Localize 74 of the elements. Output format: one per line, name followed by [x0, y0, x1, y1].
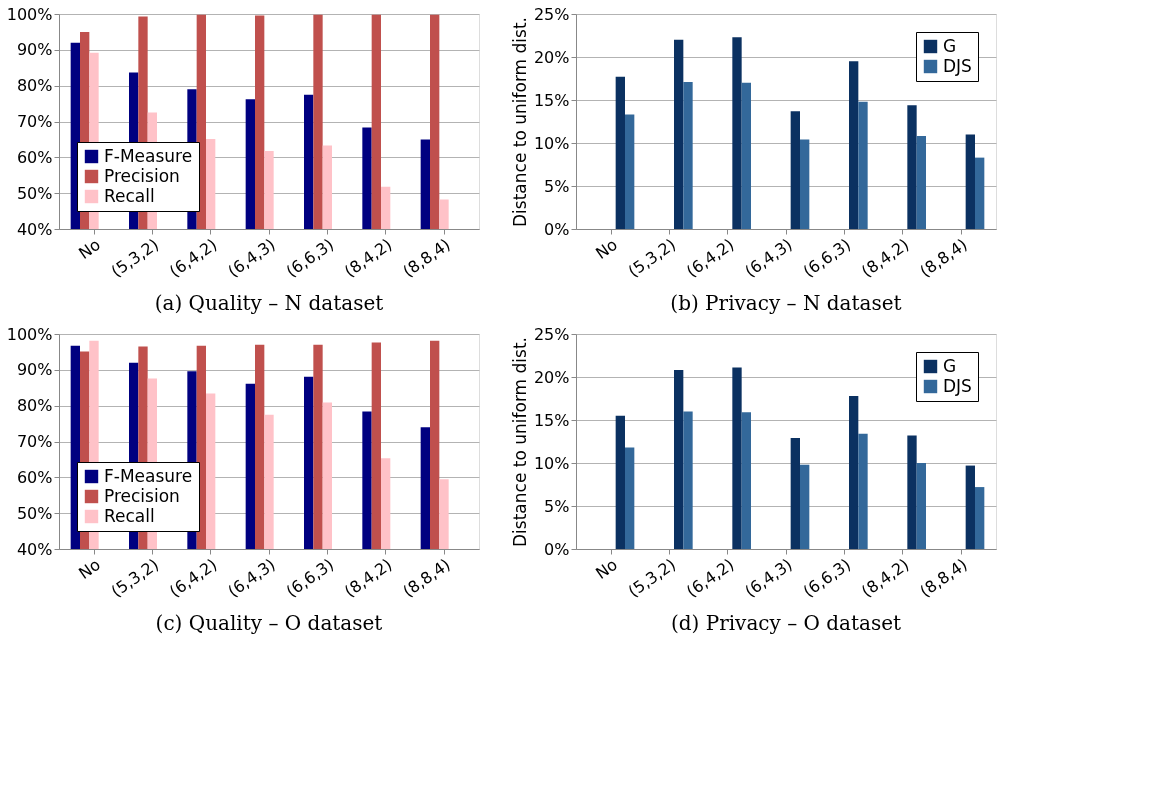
legend-label: F-Measure: [104, 465, 193, 486]
legend-label: Precision: [104, 485, 180, 506]
y-tick-label: 60%: [16, 467, 53, 487]
y-tick-label: 10%: [533, 453, 570, 473]
x-tick-label: No: [75, 234, 104, 263]
legend-label: Precision: [104, 165, 180, 186]
y-tick-label: 0%: [544, 539, 570, 559]
x-tick-label: No: [75, 554, 104, 583]
y-tick-label: 0%: [544, 219, 570, 239]
y-tick-label: 25%: [533, 324, 570, 344]
y-tick-label: 15%: [533, 90, 570, 110]
y-tick-label: 90%: [16, 40, 53, 60]
bar: [975, 487, 985, 549]
y-tick-label: 5%: [544, 176, 570, 196]
y-tick-label: 80%: [16, 396, 53, 416]
y-tick-label: 100%: [6, 324, 53, 344]
y-tick-label: 5%: [544, 496, 570, 516]
y-tick-label: 60%: [16, 147, 53, 167]
bar: [858, 101, 868, 229]
bar: [858, 433, 868, 549]
bar: [683, 81, 693, 229]
bar: [916, 463, 926, 549]
legend-label: Recall: [104, 185, 155, 206]
bar: [849, 61, 859, 229]
text: (b) Privacy – N dataset: [670, 290, 902, 315]
x-tick-label: No: [592, 234, 621, 263]
y-tick-label: 100%: [6, 4, 53, 24]
y-tick-label: 50%: [16, 183, 53, 203]
bar: [625, 447, 635, 549]
bar: [732, 367, 742, 549]
bar: [916, 136, 926, 229]
y-tick-label: 40%: [16, 539, 53, 559]
bar: [741, 412, 751, 549]
legend-label: G: [943, 35, 957, 56]
legend-label: G: [943, 355, 957, 376]
y-axis-title: Distance to uniform dist.: [509, 337, 530, 547]
legend-label: DJS: [943, 55, 972, 76]
text: (c) Quality – O dataset: [155, 610, 383, 635]
bar: [800, 464, 810, 549]
bar: [741, 82, 751, 229]
y-tick-label: 40%: [16, 219, 53, 239]
legend-label: DJS: [943, 375, 972, 396]
bar: [965, 134, 975, 229]
bar: [790, 111, 800, 229]
bar: [615, 415, 625, 549]
y-tick-label: 50%: [16, 503, 53, 523]
bar: [732, 37, 742, 229]
y-tick-label: 80%: [16, 76, 53, 96]
text: (a) Quality – N dataset: [154, 290, 384, 315]
y-tick-label: 70%: [16, 112, 53, 131]
bar: [683, 411, 693, 549]
y-tick-label: 10%: [533, 133, 570, 153]
bar: [615, 76, 625, 229]
y-tick-label: 90%: [16, 360, 53, 380]
bar: [907, 435, 917, 549]
bar: [965, 465, 975, 549]
x-tick-label: No: [592, 554, 621, 583]
bar: [674, 39, 684, 229]
y-tick-label: 70%: [16, 432, 53, 451]
bar: [907, 105, 917, 229]
y-tick-label: 25%: [533, 4, 570, 24]
bar: [849, 395, 859, 549]
bar: [800, 139, 810, 229]
y-axis-title: Distance to uniform dist.: [509, 17, 530, 227]
bar: [975, 157, 985, 229]
y-tick-label: 20%: [533, 367, 570, 387]
bar: [790, 438, 800, 549]
bar: [674, 370, 684, 549]
bar: [625, 114, 635, 229]
text: (d) Privacy – O dataset: [670, 610, 902, 635]
y-tick-label: 15%: [533, 410, 570, 430]
legend-label: Recall: [104, 505, 155, 526]
legend-label: F-Measure: [104, 145, 193, 166]
y-tick-label: 20%: [533, 47, 570, 67]
